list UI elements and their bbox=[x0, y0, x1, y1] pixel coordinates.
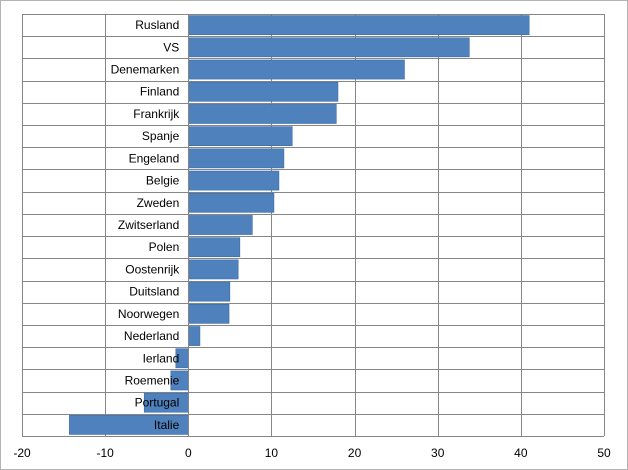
x-tick-label: -20 bbox=[13, 446, 31, 460]
x-tick-label: 40 bbox=[514, 446, 528, 460]
category-labels: Rusland VS Denemarken Finland Frankrijk Spanj… bbox=[111, 18, 181, 432]
category-label-rusland: Rusland bbox=[135, 18, 179, 32]
category-label-vs: VS bbox=[163, 40, 179, 54]
bar-denemarken bbox=[187, 59, 405, 80]
x-tick-label: -10 bbox=[96, 446, 114, 460]
x-tick-label: 20 bbox=[348, 446, 362, 460]
x-tick-label: 50 bbox=[597, 446, 611, 460]
category-label-belgie: Belgie bbox=[146, 174, 180, 188]
bar-polen bbox=[187, 237, 241, 258]
category-label-frankrijk: Frankrijk bbox=[133, 107, 180, 121]
bar-finland bbox=[187, 81, 339, 102]
grid-lines bbox=[22, 14, 605, 437]
category-label-polen: Polen bbox=[149, 240, 180, 254]
category-label-duitsland: Duitsland bbox=[129, 285, 179, 299]
x-tick-label: 30 bbox=[431, 446, 445, 460]
category-label-portugal: Portugal bbox=[135, 396, 180, 410]
x-tick-labels: -20 -10 0 10 20 30 40 50 bbox=[13, 446, 611, 460]
category-label-finland: Finland bbox=[140, 85, 179, 99]
bars bbox=[69, 15, 530, 435]
category-label-zwitserland: Zwitserland bbox=[118, 218, 179, 232]
category-label-oostenrijk: Oostenrijk bbox=[125, 262, 180, 276]
bar-zweden bbox=[187, 192, 275, 213]
category-label-ierland: Ierland bbox=[143, 351, 180, 365]
x-tick-label: 0 bbox=[185, 446, 192, 460]
category-label-engeland: Engeland bbox=[129, 151, 180, 165]
category-label-spanje: Spanje bbox=[142, 129, 180, 143]
bar-vs bbox=[187, 37, 470, 58]
bar-spanje bbox=[187, 126, 293, 147]
category-label-zweden: Zweden bbox=[137, 196, 180, 210]
category-label-denemarken: Denemarken bbox=[111, 63, 180, 77]
bar-engeland bbox=[187, 148, 285, 169]
category-label-italie: Italie bbox=[154, 418, 180, 432]
category-label-noorwegen: Noorwegen bbox=[118, 307, 179, 321]
bar-zwitserland bbox=[187, 215, 253, 235]
bar-belgie bbox=[187, 170, 280, 191]
category-label-nederland: Nederland bbox=[124, 329, 179, 343]
x-tick-label: 10 bbox=[265, 446, 279, 460]
bar-oostenrijk bbox=[187, 259, 239, 280]
bar-frankrijk bbox=[187, 104, 337, 124]
bar-rusland bbox=[187, 15, 530, 35]
bar-nederland bbox=[187, 326, 201, 346]
bar-duitsland bbox=[187, 281, 231, 302]
bar-noorwegen bbox=[187, 303, 230, 324]
category-label-roemenie: Roemenie bbox=[125, 373, 180, 387]
